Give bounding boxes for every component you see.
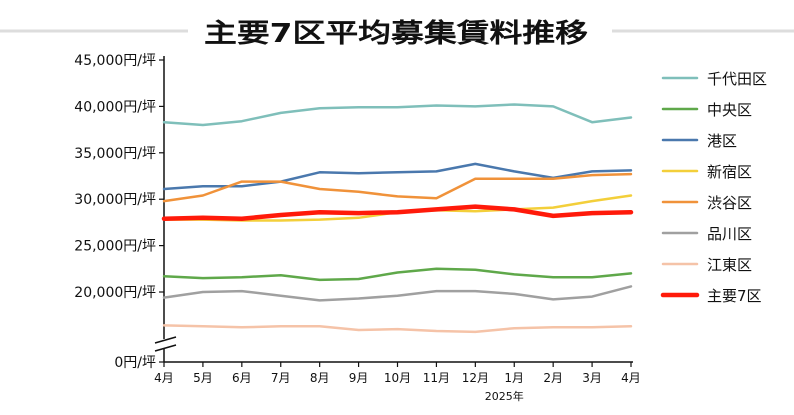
y-tick-label: 30,000円/坪 [74,192,156,208]
series-line-0 [162,103,633,127]
axes [154,56,633,363]
x-tick-label: 7月 [271,371,291,385]
axis-break-mark [154,336,177,344]
legend-label: 港区 [707,132,737,150]
x-tick-label: 12月 [462,371,489,385]
series-line-7 [161,204,634,221]
y-tick-label: 45,000円/坪 [74,53,156,69]
y-tick-label: 40,000円/坪 [74,99,156,115]
legend-label: 江東区 [707,256,752,274]
legend-label: 千代田区 [707,70,767,88]
x-tick-label: 4月 [621,371,641,385]
y-tick-label: 0円/坪 [114,355,156,371]
x-tick-label: 9月 [349,371,369,385]
axis-break-mark [154,344,177,352]
legend-label: 主要7区 [707,287,762,305]
series-line-5 [162,285,633,302]
x-tick-label: 10月 [384,371,411,385]
x-tick-label: 4月 [154,371,174,385]
series-lines [161,103,634,334]
legend-label: 渋谷区 [707,194,752,212]
x-tick-label: 5月 [193,371,213,385]
series-line-6 [162,324,633,334]
series-line-4 [162,172,633,203]
y-tick-label: 20,000円/坪 [74,285,156,301]
y-tick-label: 25,000円/坪 [74,239,156,255]
x-tick-label: 2月 [543,371,563,385]
x-tick-label: 1月 [504,371,524,385]
legend-label: 品川区 [707,225,752,243]
y-tick-label: 35,000円/坪 [74,146,156,162]
x-tick-label: 6月 [232,371,252,385]
series-line-1 [162,267,633,282]
x-tick-label: 3月 [582,371,602,385]
legend-label: 新宿区 [707,163,752,181]
legend-label: 中央区 [707,101,752,119]
chart-title: 主要7区平均募集賃料推移 [204,18,588,49]
y-axis-ticks: 0円/坪 20,000円/坪 25,000円/坪 30,000円/坪 35,000円/坪… [74,53,164,371]
x-axis-ticks: 4月 5月 6月 7月 8月 9月 10月 11月 12月 1月 2月 3月 4月 2025年 [154,362,641,403]
x-tick-label: 8月 [310,371,330,385]
x-year-label: 2025年 [485,389,524,403]
chart-title-group: 主要7区平均募集賃料推移 [0,18,794,49]
x-tick-label: 11月 [423,371,450,385]
